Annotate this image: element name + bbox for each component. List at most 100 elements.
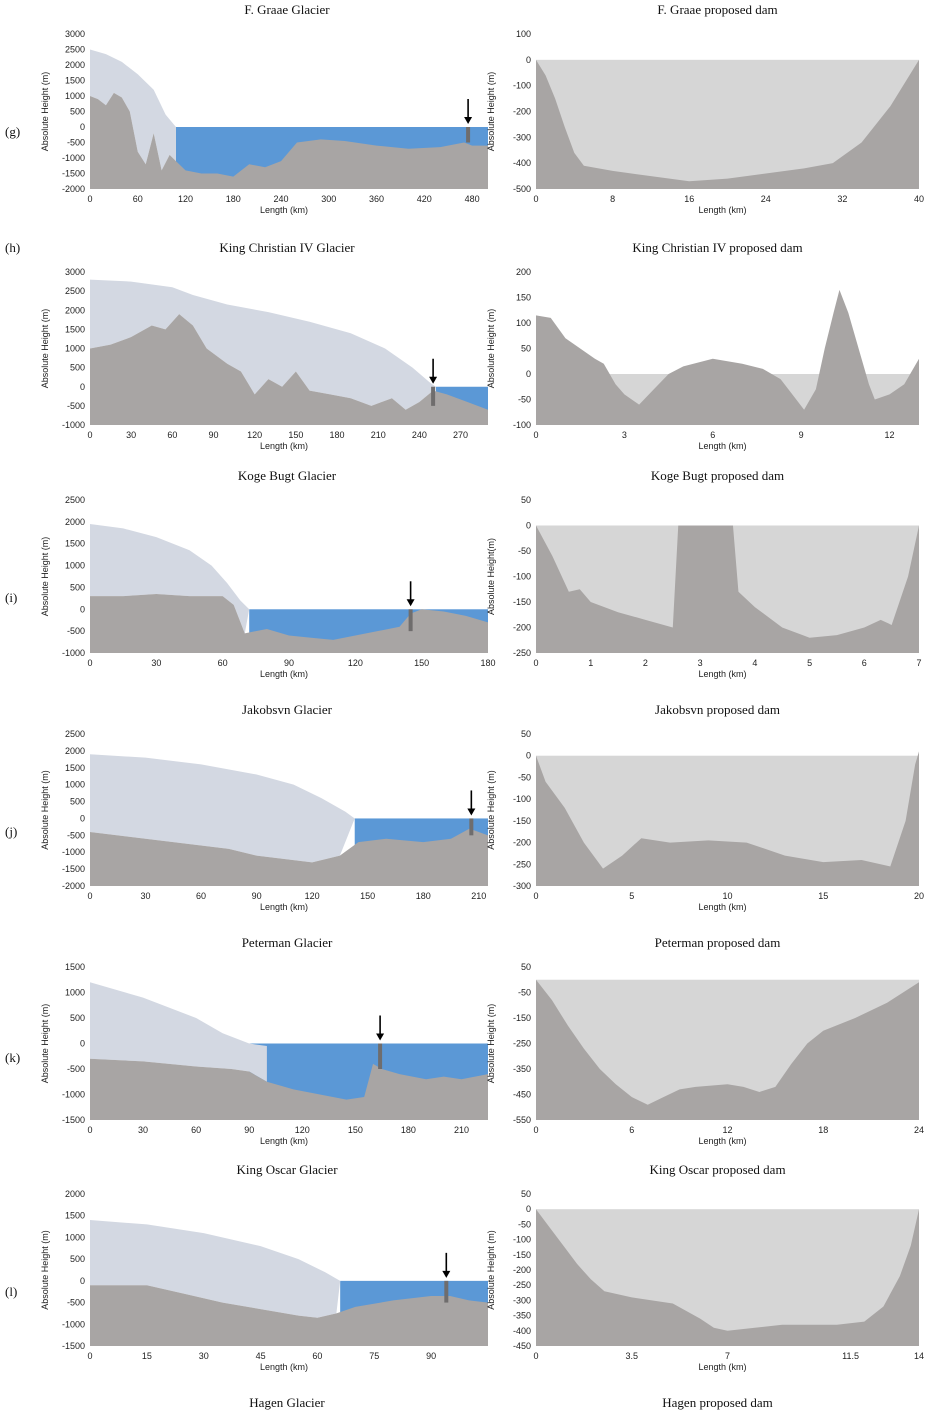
x-axis-label: Length (km) xyxy=(260,1136,308,1146)
row-label: (k) xyxy=(5,1050,21,1065)
y-tick-label: -500 xyxy=(67,1064,85,1074)
x-tick-label: 3 xyxy=(622,430,627,440)
x-tick-label: 3 xyxy=(698,658,703,668)
x-axis-label: Length (km) xyxy=(260,1362,308,1372)
y-tick-label: -400 xyxy=(513,1326,531,1336)
x-tick-label: 30 xyxy=(199,1351,209,1361)
x-tick-label: 150 xyxy=(414,658,429,668)
x-tick-label: 90 xyxy=(252,891,262,901)
x-tick-label: 1 xyxy=(588,658,593,668)
panel-title-right: Jakobsvn proposed dam xyxy=(655,702,780,717)
y-tick-label: -500 xyxy=(67,830,85,840)
panel-title-right: Hagen proposed dam xyxy=(662,1395,773,1410)
y-tick-label: -200 xyxy=(513,623,531,633)
x-tick-label: 10 xyxy=(722,891,732,901)
x-tick-label: 0 xyxy=(87,1351,92,1361)
y-tick-label: 50 xyxy=(521,495,531,505)
y-tick-label: 100 xyxy=(516,29,531,39)
y-tick-label: 1500 xyxy=(65,76,85,86)
y-tick-label: 2000 xyxy=(65,60,85,70)
bedrock-area xyxy=(90,1058,488,1120)
y-axis-label: Absolute Height (m) xyxy=(486,770,496,850)
x-tick-label: 180 xyxy=(226,194,241,204)
panel-title-left: Koge Bugt Glacier xyxy=(237,468,337,483)
y-axis-label: Absolute Height (m) xyxy=(486,1004,496,1084)
x-tick-label: 32 xyxy=(837,194,847,204)
bedrock-area xyxy=(536,751,919,886)
x-tick-label: 0 xyxy=(87,430,92,440)
x-tick-label: 60 xyxy=(196,891,206,901)
y-tick-label: -150 xyxy=(513,1013,531,1023)
dam-arrow-head xyxy=(467,808,476,816)
panel-title-left: King Christian IV Glacier xyxy=(219,240,355,255)
x-axis-label: Length (km) xyxy=(260,669,308,679)
y-tick-label: -550 xyxy=(513,1115,531,1125)
y-tick-label: -200 xyxy=(513,838,531,848)
y-tick-label: -1500 xyxy=(62,1115,85,1125)
x-tick-label: 180 xyxy=(416,891,431,901)
x-axis-label: Length (km) xyxy=(698,1136,746,1146)
y-tick-label: 1000 xyxy=(65,988,85,998)
y-tick-label: -100 xyxy=(513,794,531,804)
x-axis-label: Length (km) xyxy=(260,902,308,912)
y-axis-label: Absolute Height(m) xyxy=(486,538,496,615)
y-tick-label: -1000 xyxy=(62,153,85,163)
y-tick-label: 2500 xyxy=(65,286,85,296)
bedrock-area xyxy=(90,828,488,886)
y-tick-label: -50 xyxy=(518,988,531,998)
y-tick-label: 2500 xyxy=(65,45,85,55)
panel-title-right: King Christian IV proposed dam xyxy=(632,240,803,255)
bedrock-area xyxy=(536,59,919,190)
y-tick-label: 3000 xyxy=(65,29,85,39)
y-tick-label: 1500 xyxy=(65,962,85,972)
y-tick-label: -100 xyxy=(513,81,531,91)
bedrock-area xyxy=(536,1209,919,1346)
bedrock-area xyxy=(90,314,488,425)
y-tick-label: -100 xyxy=(513,1235,531,1245)
y-tick-label: -400 xyxy=(513,158,531,168)
y-tick-label: -100 xyxy=(513,420,531,430)
dam-pillar xyxy=(378,1043,383,1069)
y-tick-label: -200 xyxy=(513,107,531,117)
x-tick-label: 150 xyxy=(288,430,303,440)
x-tick-label: 420 xyxy=(417,194,432,204)
y-tick-label: -250 xyxy=(513,1039,531,1049)
dam-arrow-head xyxy=(464,117,473,124)
y-tick-label: 1500 xyxy=(65,324,85,334)
x-tick-label: 7 xyxy=(725,1351,730,1361)
x-tick-label: 5 xyxy=(807,658,812,668)
y-tick-label: 0 xyxy=(80,122,85,132)
x-tick-label: 2 xyxy=(643,658,648,668)
y-tick-label: 500 xyxy=(70,363,85,373)
y-tick-label: 0 xyxy=(526,1204,531,1214)
x-tick-label: 9 xyxy=(799,430,804,440)
dam-arrow-head xyxy=(376,1033,385,1041)
y-tick-label: 100 xyxy=(516,318,531,328)
ice-surface-area xyxy=(90,49,176,171)
y-tick-label: 2000 xyxy=(65,305,85,315)
x-axis-label: Length (km) xyxy=(698,205,746,215)
x-tick-label: 120 xyxy=(348,658,363,668)
y-tick-label: -500 xyxy=(67,138,85,148)
y-axis-label: Absolute Height (m) xyxy=(40,309,50,389)
chart-panel-6: 25002000150010005000-500-1000-1500-20000… xyxy=(40,729,488,912)
x-tick-label: 6 xyxy=(629,1125,634,1135)
y-tick-label: 2000 xyxy=(65,517,85,527)
y-tick-label: 2500 xyxy=(65,729,85,739)
x-tick-label: 90 xyxy=(209,430,219,440)
x-tick-label: 60 xyxy=(312,1351,322,1361)
panel-title-left: Hagen Glacier xyxy=(249,1395,325,1410)
ice-surface-area xyxy=(90,279,436,410)
ice-surface-area xyxy=(90,982,267,1082)
x-tick-label: 120 xyxy=(305,891,320,901)
chart-panel-7: 500-50-100-150-200-250-3000 5 10 15 20Length… xyxy=(486,729,924,912)
x-tick-label: 60 xyxy=(191,1125,201,1135)
x-tick-label: 240 xyxy=(412,430,427,440)
y-tick-label: 2500 xyxy=(65,495,85,505)
